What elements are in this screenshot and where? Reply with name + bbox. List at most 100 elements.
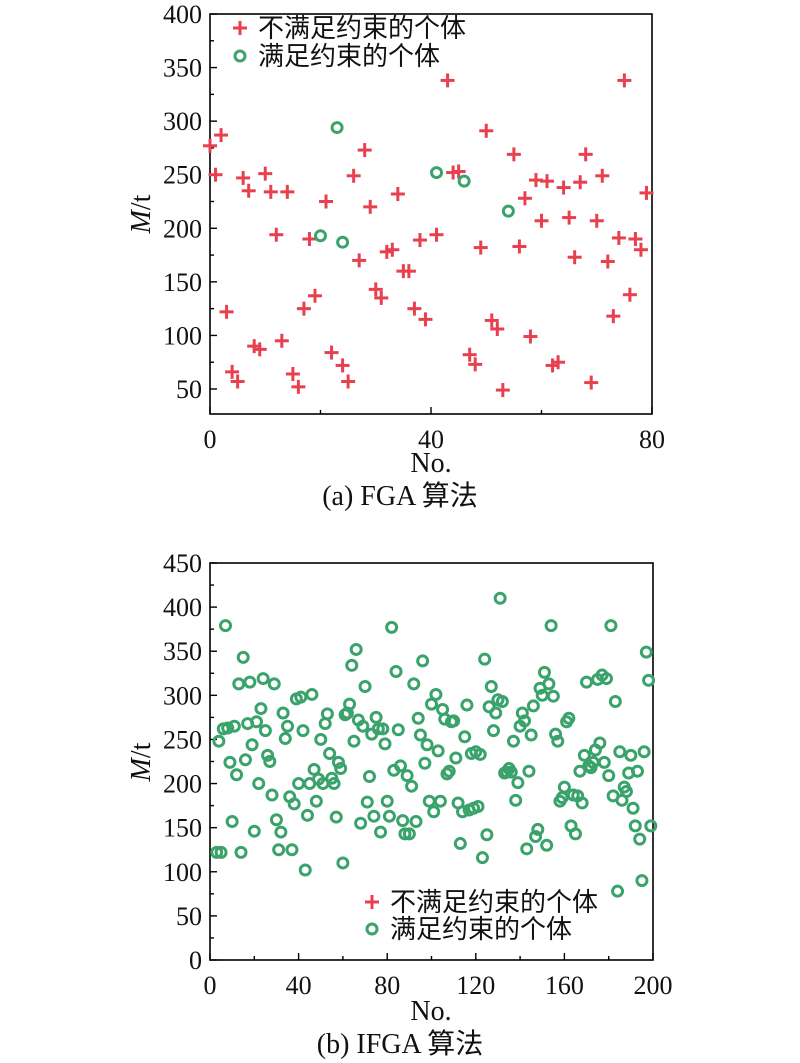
y-tick-label-b: 100 (163, 858, 202, 887)
point-violate-a (291, 379, 306, 394)
point-satisfy-b (489, 706, 503, 720)
point-violate-a (589, 213, 604, 228)
point-satisfy-b (531, 822, 545, 836)
y-tick-label-b: 50 (176, 902, 202, 931)
point-violate-a (562, 210, 577, 225)
point-satisfy-b (374, 825, 388, 839)
point-satisfy-b (495, 695, 509, 709)
point-violate-a (617, 73, 632, 88)
point-violate-a (429, 227, 444, 242)
point-violate-a (363, 199, 378, 214)
caption-a: (a) FGA 算法 (322, 480, 478, 512)
legend-label-satisfy-a: 满足约束的个体 (258, 42, 440, 72)
x-tick-label-a: 80 (639, 425, 665, 454)
point-satisfy-b (644, 819, 658, 833)
point-violate-a (512, 239, 527, 254)
point-violate-a (468, 357, 483, 372)
legend-marker-violate-b (365, 895, 379, 909)
point-satisfy-b (427, 805, 441, 819)
ticks-a: 50 100 150 200 250 300 350 400 0 40 80 (163, 0, 665, 454)
point-satisfy-b (250, 715, 264, 729)
point-satisfy-b (458, 730, 472, 744)
legend-marker-satisfy-b (365, 922, 379, 936)
point-satisfy-b (551, 734, 565, 748)
point-violate-a (319, 194, 334, 209)
xlabel-b: No. (410, 996, 451, 1027)
point-violate-a (551, 355, 566, 370)
point-satisfy-b (484, 680, 498, 694)
point-violate-a (219, 304, 234, 319)
point-violate-a (578, 147, 593, 162)
point-violate-a (307, 288, 322, 303)
xlabel-a: No. (410, 448, 451, 479)
point-satisfy-b (628, 819, 642, 833)
point-satisfy-b (422, 794, 436, 808)
point-satisfy-b (269, 813, 283, 827)
point-satisfy-a (430, 166, 444, 180)
point-satisfy-b (276, 706, 290, 720)
point-satisfy-b (535, 688, 549, 702)
point-satisfy-b (493, 591, 507, 605)
point-satisfy-b (347, 734, 361, 748)
point-satisfy-b (254, 702, 268, 716)
point-satisfy-b (549, 727, 563, 741)
point-satisfy-b (236, 650, 250, 664)
point-satisfy-b (398, 827, 412, 841)
point-satisfy-a (501, 204, 515, 218)
point-satisfy-b (633, 832, 647, 846)
point-satisfy-b (442, 764, 456, 778)
y-tick-label-b: 250 (163, 725, 202, 754)
point-satisfy-b (223, 755, 237, 769)
point-satisfy-b (613, 745, 627, 759)
point-satisfy-b (210, 845, 224, 859)
point-violate-a (241, 183, 256, 198)
point-satisfy-b (327, 777, 341, 791)
point-satisfy-b (433, 794, 447, 808)
point-satisfy-b (413, 728, 427, 742)
point-satisfy-b (420, 738, 434, 752)
x-tick-label-b: 0 (204, 971, 217, 1000)
point-satisfy-b (429, 687, 443, 701)
point-violate-a (236, 170, 251, 185)
point-satisfy-b (611, 884, 625, 898)
point-satisfy-b (281, 719, 295, 733)
point-violate-a (495, 383, 510, 398)
point-violate-a (639, 185, 654, 200)
point-violate-a (324, 345, 339, 360)
legend-label-violate-a: 不满足约束的个体 (258, 14, 466, 44)
point-satisfy-b (480, 828, 494, 842)
point-violate-a (556, 180, 571, 195)
point-satisfy-b (602, 769, 616, 783)
point-violate-a (285, 367, 300, 381)
point-satisfy-b (504, 765, 518, 779)
point-satisfy-b (314, 732, 328, 746)
point-satisfy-b (230, 768, 244, 782)
point-violate-a (208, 167, 223, 182)
point-satisfy-b (371, 722, 385, 736)
point-satisfy-b (212, 734, 226, 748)
legend-label-satisfy-b: 满足约束的个体 (390, 915, 572, 945)
point-satisfy-b (546, 689, 560, 703)
y-tick-label-a: 300 (163, 107, 202, 136)
point-satisfy-b (274, 825, 288, 839)
point-violate-a (280, 184, 295, 199)
point-violate-a (346, 168, 361, 183)
point-satisfy-b (522, 764, 536, 778)
y-tick-label-b: 150 (163, 814, 202, 843)
point-satisfy-b (537, 665, 551, 679)
point-violate-a (479, 123, 494, 138)
legend-label-violate-b: 不满足约束的个体 (390, 888, 598, 918)
marks-a (203, 73, 654, 398)
point-satisfy-b (378, 737, 392, 751)
point-violate-a (368, 282, 383, 297)
point-satisfy-b (309, 794, 323, 808)
point-satisfy-b (540, 838, 554, 852)
point-violate-a (263, 184, 278, 199)
point-satisfy-b (637, 745, 651, 759)
point-violate-a (540, 174, 555, 189)
point-satisfy-b (518, 714, 532, 728)
point-satisfy-b (334, 762, 348, 776)
point-violate-a (225, 364, 240, 379)
point-satisfy-b (449, 751, 463, 765)
point-violate-a (352, 253, 367, 268)
